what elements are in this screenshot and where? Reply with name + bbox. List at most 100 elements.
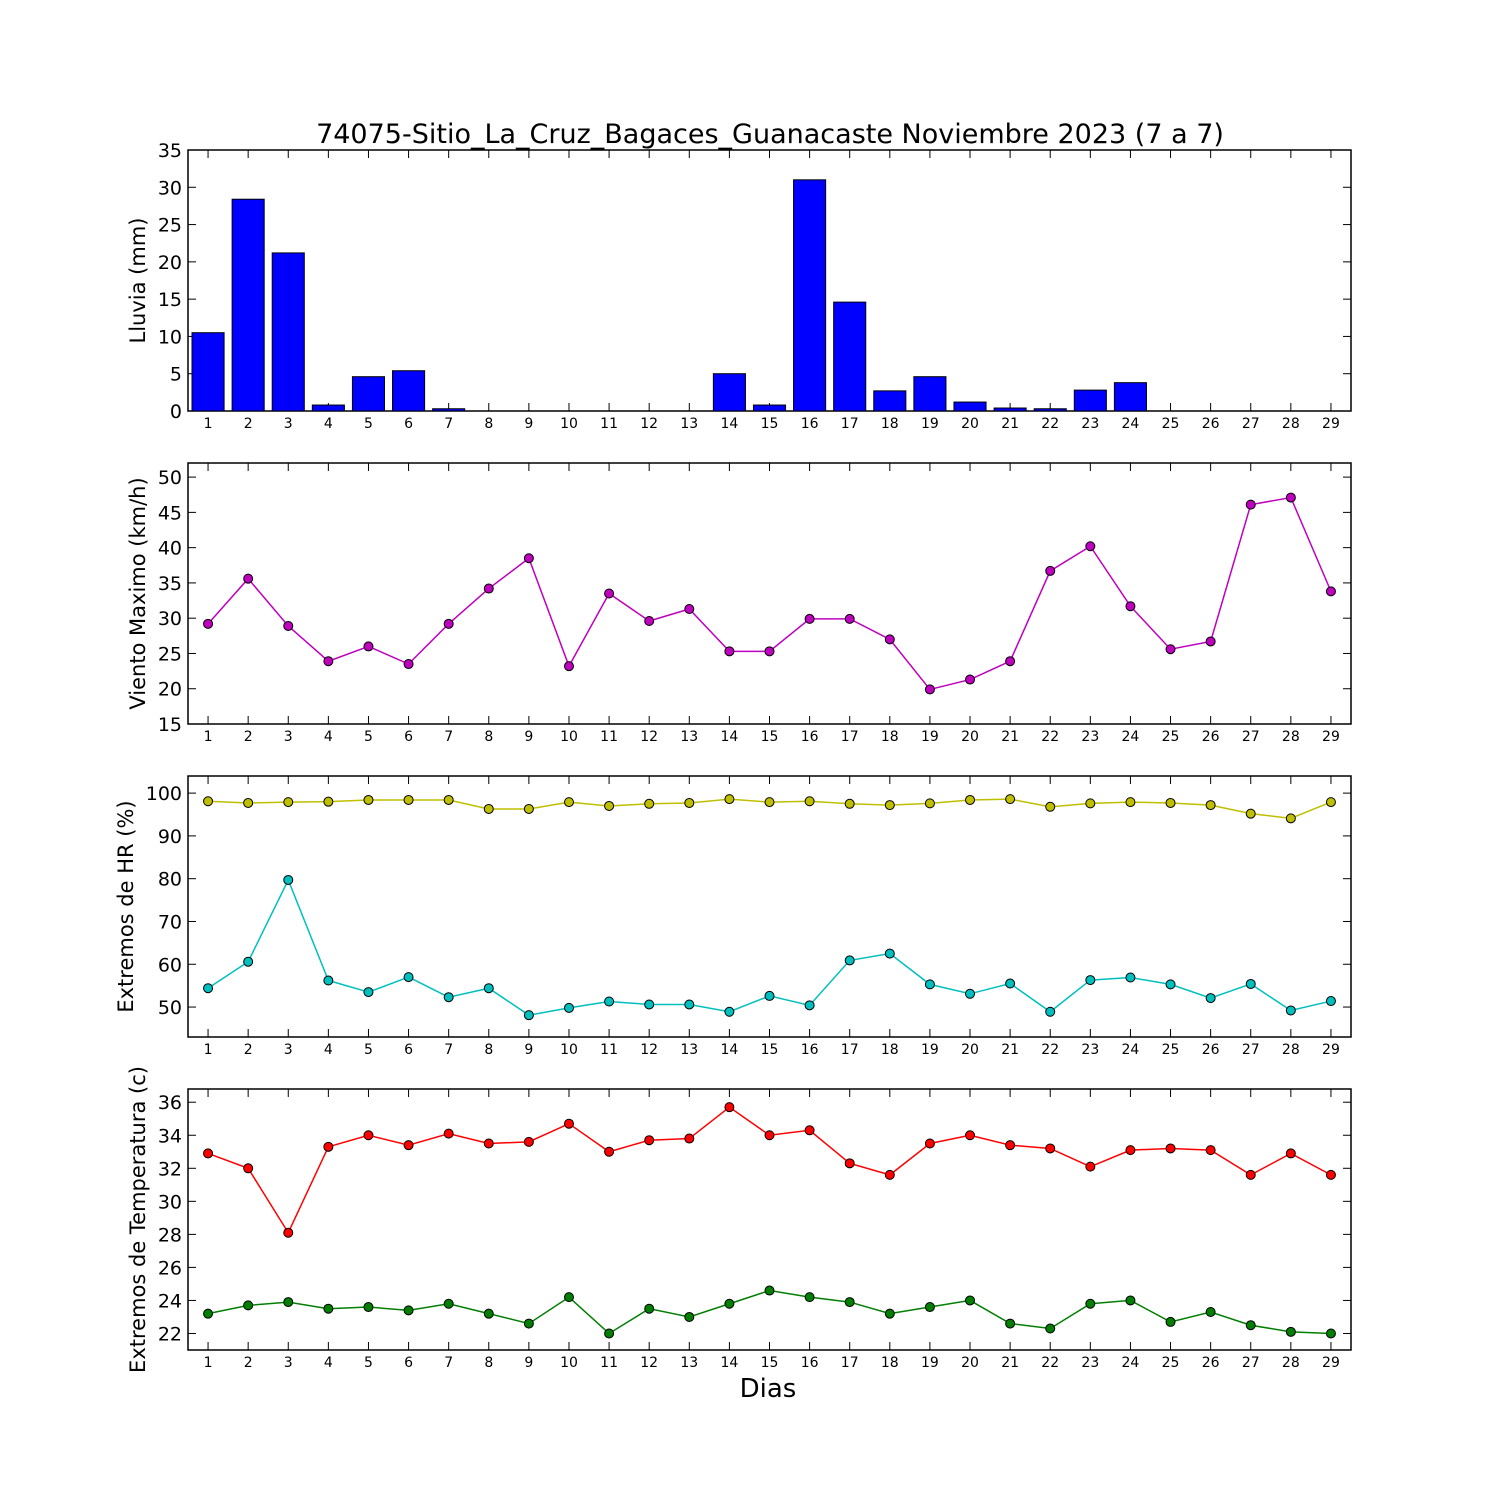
x-tick-label: 7 xyxy=(444,729,453,745)
x-tick-label: 18 xyxy=(881,1355,899,1371)
x-tick-label: 6 xyxy=(404,1355,413,1371)
data-point xyxy=(363,794,374,805)
x-tick-label: 17 xyxy=(841,729,859,745)
data-point xyxy=(884,1308,895,1319)
x-tick-label: 6 xyxy=(404,729,413,745)
y-tick-label: 100 xyxy=(146,783,182,805)
data-point xyxy=(644,616,655,627)
data-point xyxy=(684,1133,695,1144)
data-point xyxy=(1245,1320,1256,1331)
x-tick-label: 17 xyxy=(841,416,859,432)
data-point xyxy=(1005,1318,1016,1329)
data-point xyxy=(644,1135,655,1146)
x-tick-label: 23 xyxy=(1081,1355,1099,1371)
x-tick-label: 6 xyxy=(404,1042,413,1058)
plot-frame xyxy=(187,1088,1352,1351)
x-tick-label: 2 xyxy=(244,1042,253,1058)
y-tick-label: 30 xyxy=(158,608,182,630)
bar xyxy=(913,376,947,412)
data-point xyxy=(1285,492,1296,503)
x-tick-label: 10 xyxy=(560,1355,578,1371)
data-point xyxy=(1325,1328,1336,1339)
data-point xyxy=(1285,813,1296,824)
data-point xyxy=(243,1300,254,1311)
data-point xyxy=(924,979,935,990)
data-point xyxy=(1165,1143,1176,1154)
x-tick-label: 23 xyxy=(1081,729,1099,745)
data-point xyxy=(203,618,214,629)
x-tick-label: 17 xyxy=(841,1355,859,1371)
x-tick-label: 23 xyxy=(1081,416,1099,432)
x-tick-label: 18 xyxy=(881,729,899,745)
y-tick-label: 0 xyxy=(170,401,182,423)
x-tick-label: 5 xyxy=(364,729,373,745)
data-point xyxy=(604,588,615,599)
x-tick-label: 21 xyxy=(1001,416,1019,432)
data-point xyxy=(804,796,815,807)
x-tick-label: 2 xyxy=(244,416,253,432)
data-point xyxy=(283,1297,294,1308)
x-tick-label: 16 xyxy=(801,1355,819,1371)
x-tick-label: 2 xyxy=(244,729,253,745)
data-point xyxy=(403,659,414,670)
x-tick-label: 21 xyxy=(1001,1355,1019,1371)
data-point xyxy=(724,1006,735,1017)
x-tick-label: 24 xyxy=(1122,416,1140,432)
x-tick-label: 10 xyxy=(560,1042,578,1058)
data-point xyxy=(1005,978,1016,989)
data-point xyxy=(1045,1323,1056,1334)
y-tick-label: 20 xyxy=(158,679,182,701)
x-tick-label: 20 xyxy=(961,1355,979,1371)
x-tick-label: 24 xyxy=(1122,1355,1140,1371)
y-tick-label: 50 xyxy=(158,467,182,489)
data-point xyxy=(203,983,214,994)
x-tick-label: 4 xyxy=(324,1355,333,1371)
y-axis-label: Extremos de Temperatura (c) xyxy=(126,1066,150,1373)
figure-title: 74075-Sitio_La_Cruz_Bagaces_Guanacaste N… xyxy=(316,119,1224,150)
x-tick-label: 13 xyxy=(680,1355,698,1371)
x-tick-label: 28 xyxy=(1282,416,1300,432)
data-point xyxy=(884,634,895,645)
data-point xyxy=(203,796,214,807)
x-tick-label: 13 xyxy=(680,729,698,745)
y-tick-label: 30 xyxy=(158,177,182,199)
x-tick-label: 29 xyxy=(1322,1355,1340,1371)
x-tick-label: 20 xyxy=(961,416,979,432)
x-tick-label: 27 xyxy=(1242,1355,1260,1371)
y-tick-label: 15 xyxy=(158,714,182,736)
y-tick-label: 22 xyxy=(158,1323,182,1345)
x-tick-label: 2 xyxy=(244,1355,253,1371)
data-point xyxy=(1245,978,1256,989)
data-point xyxy=(604,996,615,1007)
data-point xyxy=(924,684,935,695)
data-point xyxy=(563,661,574,672)
x-tick-label: 9 xyxy=(524,1042,533,1058)
data-point xyxy=(1285,1326,1296,1337)
data-point xyxy=(884,1169,895,1180)
data-point xyxy=(924,1138,935,1149)
data-point xyxy=(684,999,695,1010)
x-tick-label: 28 xyxy=(1282,1042,1300,1058)
x-tick-label: 12 xyxy=(640,416,658,432)
x-tick-label: 4 xyxy=(324,416,333,432)
x-tick-label: 26 xyxy=(1202,729,1220,745)
data-point xyxy=(323,796,334,807)
data-point xyxy=(1205,800,1216,811)
data-point xyxy=(764,1130,775,1141)
y-axis-label: Viento Maximo (km/h) xyxy=(126,477,150,709)
bar xyxy=(432,408,466,412)
x-tick-label: 3 xyxy=(284,1355,293,1371)
data-point xyxy=(1085,1161,1096,1172)
bar xyxy=(873,390,907,412)
data-point xyxy=(1205,1307,1216,1318)
x-tick-label: 10 xyxy=(560,729,578,745)
data-point xyxy=(1085,541,1096,552)
data-point xyxy=(924,1302,935,1313)
data-point xyxy=(403,1140,414,1151)
data-point xyxy=(684,604,695,615)
x-tick-label: 20 xyxy=(961,1042,979,1058)
